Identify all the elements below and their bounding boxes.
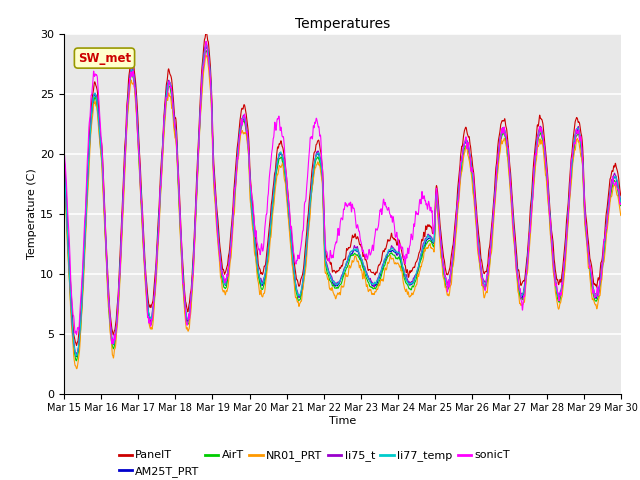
AirT: [202, 48, 210, 53]
sonicT: [161, 114, 168, 120]
li77_temp: [468, 164, 476, 170]
li75_t: [202, 39, 210, 45]
AM25T_PRT: [322, 260, 330, 266]
li77_temp: [499, 128, 507, 133]
PanelT: [617, 193, 625, 199]
PanelT: [436, 227, 444, 232]
NR01_PRT: [436, 251, 444, 256]
li77_temp: [436, 238, 444, 243]
NR01_PRT: [60, 172, 68, 178]
PanelT: [202, 31, 209, 36]
NR01_PRT: [616, 209, 624, 215]
li75_t: [616, 198, 624, 204]
AM25T_PRT: [161, 120, 168, 126]
AirT: [436, 240, 444, 246]
Line: PanelT: PanelT: [64, 34, 621, 346]
AirT: [60, 171, 68, 177]
Title: Temperatures: Temperatures: [295, 17, 390, 31]
li77_temp: [322, 260, 330, 266]
PanelT: [468, 152, 476, 158]
AM25T_PRT: [616, 197, 624, 203]
li77_temp: [616, 197, 624, 203]
li77_temp: [161, 120, 168, 125]
AM25T_PRT: [436, 239, 444, 244]
Line: AM25T_PRT: AM25T_PRT: [64, 47, 621, 357]
sonicT: [499, 130, 507, 136]
AirT: [161, 122, 168, 128]
sonicT: [617, 202, 625, 207]
Line: sonicT: sonicT: [64, 41, 621, 344]
NR01_PRT: [73, 366, 81, 372]
PanelT: [73, 343, 81, 348]
sonicT: [468, 167, 476, 173]
AM25T_PRT: [202, 44, 209, 49]
sonicT: [616, 201, 624, 206]
NR01_PRT: [322, 269, 330, 275]
NR01_PRT: [499, 138, 507, 144]
X-axis label: Time: Time: [329, 416, 356, 426]
li75_t: [499, 125, 507, 131]
NR01_PRT: [161, 129, 168, 134]
li77_temp: [617, 199, 625, 204]
li75_t: [322, 259, 330, 264]
AM25T_PRT: [499, 128, 507, 134]
NR01_PRT: [468, 172, 476, 178]
li77_temp: [203, 43, 211, 48]
PanelT: [322, 250, 330, 256]
PanelT: [499, 118, 507, 123]
li75_t: [73, 351, 81, 357]
AirT: [617, 203, 625, 208]
sonicT: [202, 38, 210, 44]
li75_t: [60, 166, 68, 172]
NR01_PRT: [202, 52, 210, 58]
Y-axis label: Temperature (C): Temperature (C): [28, 168, 37, 259]
sonicT: [60, 145, 68, 151]
AirT: [499, 131, 507, 136]
PanelT: [60, 157, 68, 163]
Line: li75_t: li75_t: [64, 42, 621, 354]
PanelT: [616, 190, 624, 196]
AirT: [616, 203, 624, 208]
AM25T_PRT: [60, 169, 68, 175]
Line: NR01_PRT: NR01_PRT: [64, 55, 621, 369]
sonicT: [436, 239, 444, 244]
li75_t: [617, 199, 625, 205]
Text: SW_met: SW_met: [78, 51, 131, 65]
Legend: PanelT, AM25T_PRT, AirT, NR01_PRT, li75_t, li77_temp, sonicT: PanelT, AM25T_PRT, AirT, NR01_PRT, li75_…: [114, 446, 515, 480]
NR01_PRT: [617, 213, 625, 218]
li77_temp: [72, 353, 80, 359]
li77_temp: [60, 166, 68, 171]
Line: li77_temp: li77_temp: [64, 46, 621, 356]
Line: AirT: AirT: [64, 50, 621, 361]
li75_t: [468, 163, 476, 169]
sonicT: [322, 247, 330, 253]
AirT: [322, 263, 330, 269]
AirT: [468, 169, 476, 175]
li75_t: [161, 116, 168, 122]
li75_t: [436, 235, 444, 240]
AM25T_PRT: [72, 354, 80, 360]
sonicT: [108, 341, 116, 347]
AM25T_PRT: [468, 165, 476, 171]
AM25T_PRT: [617, 198, 625, 204]
AirT: [72, 358, 80, 364]
PanelT: [161, 109, 168, 115]
